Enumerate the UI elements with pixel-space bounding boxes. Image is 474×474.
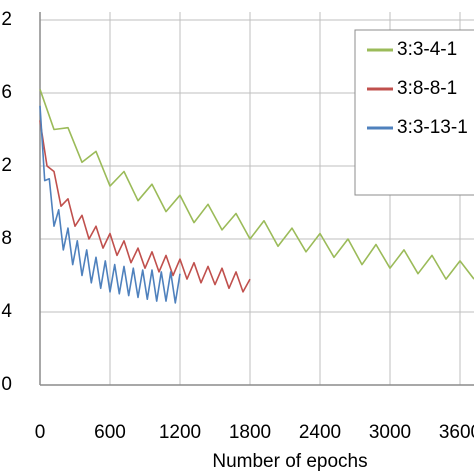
x-axis-label: Number of epochs	[212, 451, 367, 472]
x-tick-label: 3600	[439, 422, 474, 443]
y-tick-label: 0	[1, 374, 12, 395]
x-tick-label: 1800	[229, 422, 271, 443]
x-tick-label: 0	[35, 422, 46, 443]
legend-label: 3:8-8-1	[397, 78, 457, 99]
x-tick-label: 1200	[159, 422, 201, 443]
series-line	[39, 105, 181, 304]
series-line	[39, 89, 474, 280]
x-tick-label: 3000	[369, 422, 411, 443]
y-tick-label: 1.2	[0, 155, 12, 176]
y-tick-label: 1.6	[0, 82, 12, 103]
y-tick-label: 2	[1, 9, 12, 30]
legend-box	[354, 29, 474, 196]
legend: 3:3-4-1 3:8-8-1 3:3-13-1	[354, 29, 474, 196]
legend-label: 3:3-13-1	[397, 117, 468, 138]
y-tick-label: 0.4	[0, 301, 12, 322]
x-tick-label: 600	[94, 422, 126, 443]
series-line	[39, 120, 251, 293]
y-tick-label: 0.8	[0, 228, 12, 249]
x-tick-label: 2400	[299, 422, 341, 443]
legend-label: 3:3-4-1	[397, 39, 457, 60]
